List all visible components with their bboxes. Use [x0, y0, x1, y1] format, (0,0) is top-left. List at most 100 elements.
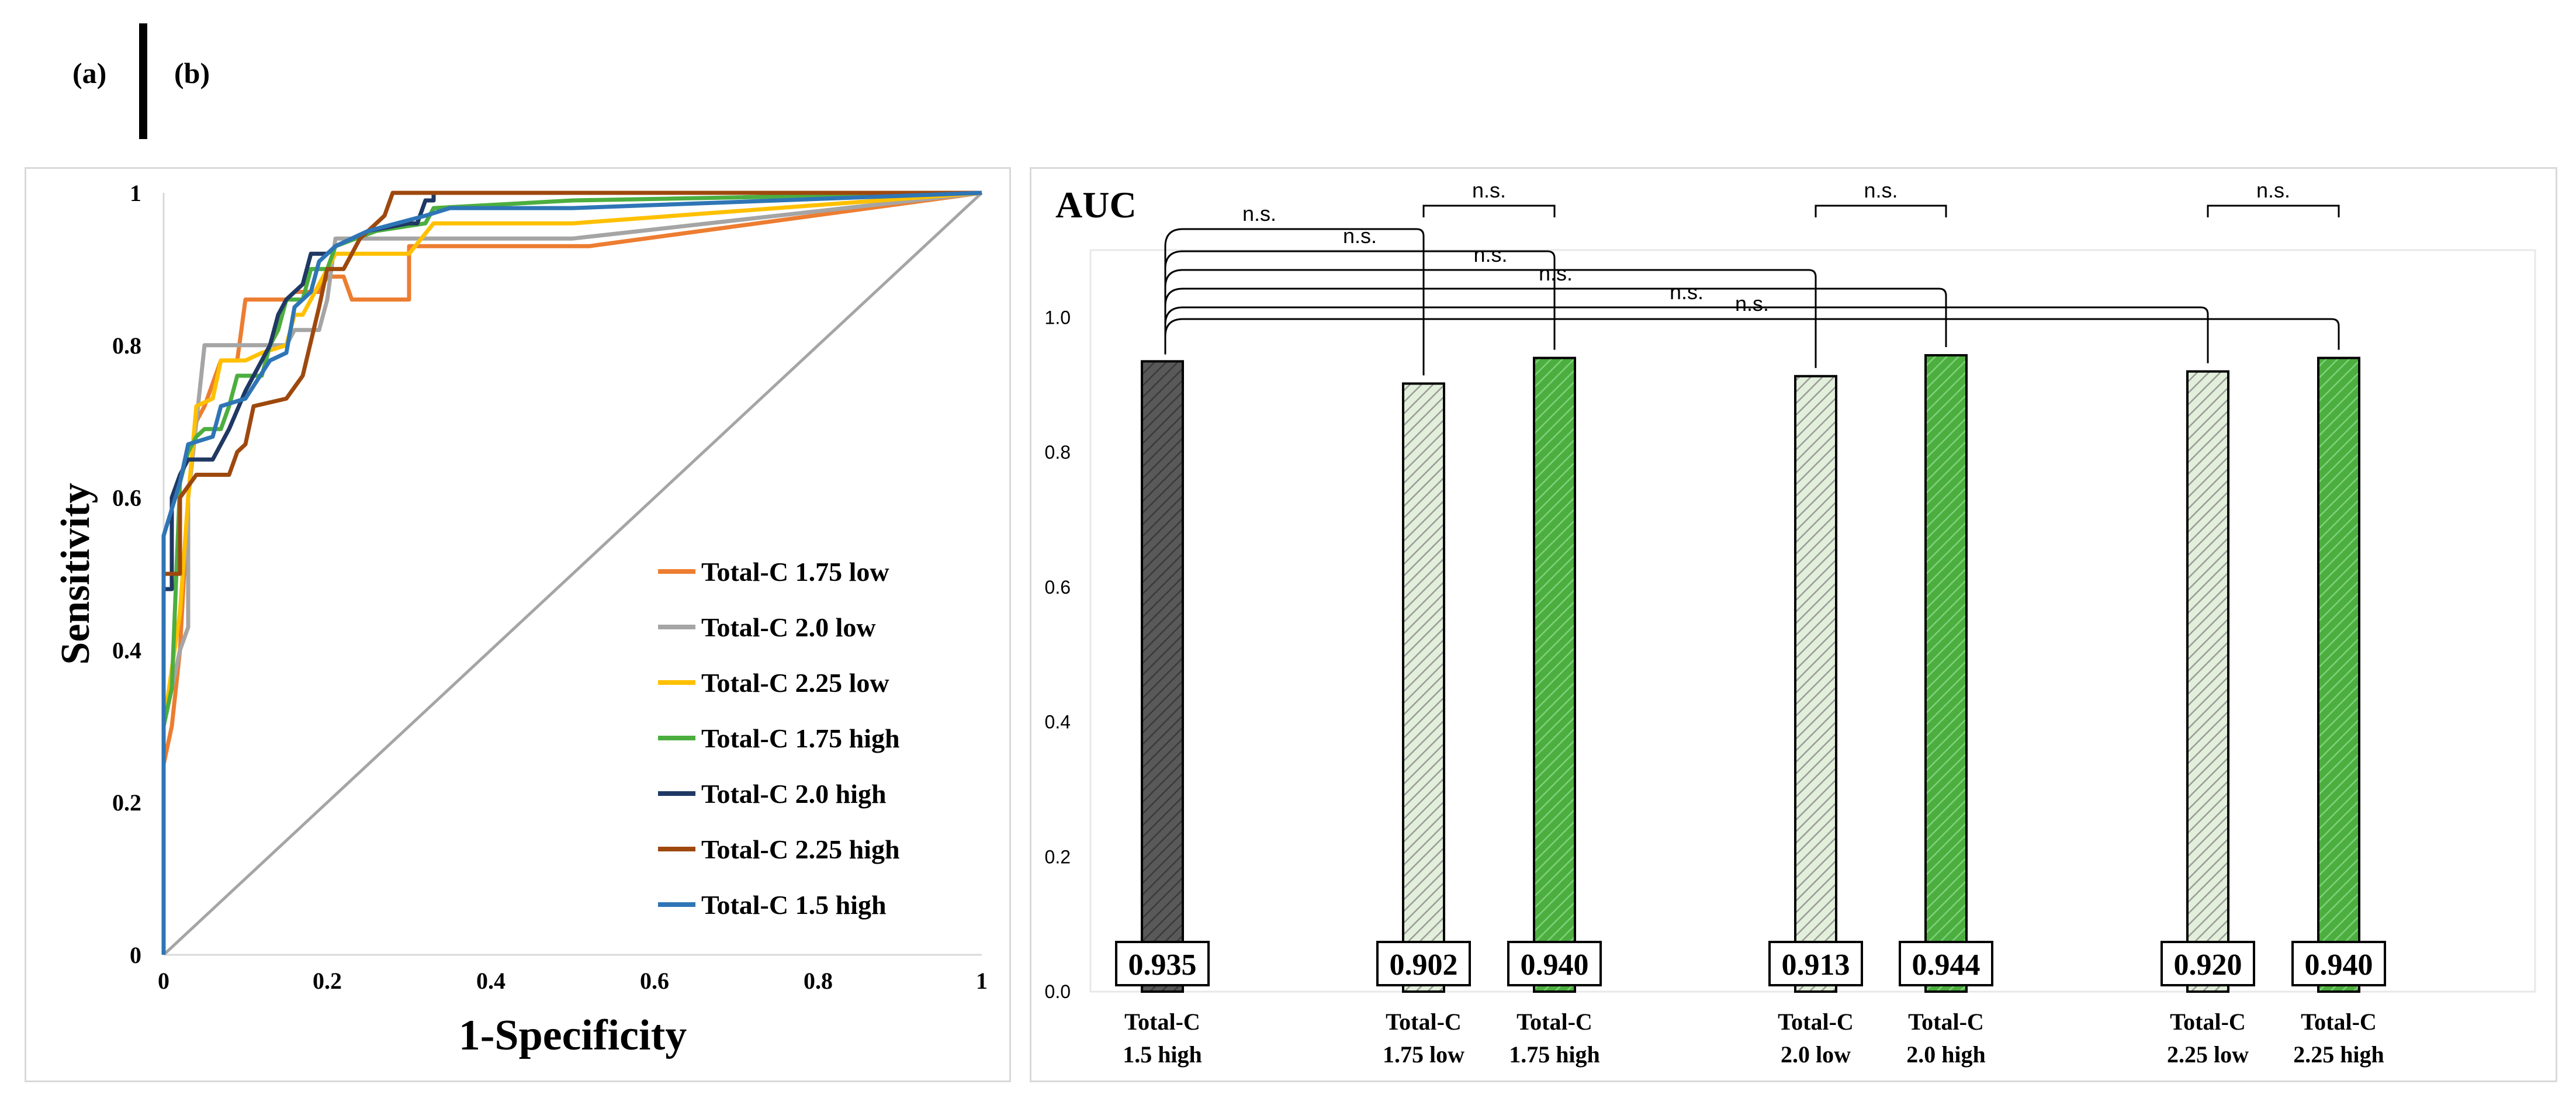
bracket-label: n.s.	[1539, 261, 1573, 285]
auc-value-box	[2160, 941, 2255, 986]
bracket-label: n.s.	[2256, 178, 2290, 202]
bracket-label: n.s.	[1472, 178, 1506, 202]
bracket-line	[2207, 205, 2340, 217]
auc-value-label: 0.940	[2305, 948, 2373, 982]
auc-y-tick-label: 0.4	[1045, 712, 1071, 733]
auc-category-label-line2: 2.25 low	[2167, 1041, 2249, 1068]
legend-label: Total-C 2.0 high	[701, 779, 887, 809]
auc-value-label: 0.935	[1128, 948, 1197, 982]
panel-label-b: (b)	[174, 57, 210, 89]
legend-label: Total-C 1.75 high	[701, 723, 900, 753]
significance-bracket: n.s.	[1164, 261, 1947, 355]
bracket-line	[1164, 318, 2340, 355]
significance-bracket: n.s.	[1164, 292, 2340, 355]
roc-x-axis-title: 1-Specificity	[459, 1012, 687, 1059]
legend-label: Total-C 1.5 high	[701, 890, 887, 920]
auc-category-label-line1: Total-C	[1908, 1009, 1984, 1035]
auc-bar	[1794, 375, 1837, 993]
auc-bars	[1141, 354, 2360, 993]
auc-category-label-line1: Total-C	[1124, 1009, 1200, 1035]
roc-y-tick-label: 0	[130, 942, 141, 968]
panel-divider	[139, 23, 147, 139]
auc-category-label-line2: 2.0 low	[1781, 1041, 1851, 1068]
legend-entry: Total-C 2.0 low	[658, 612, 876, 642]
bracket-line	[1164, 287, 1947, 355]
roc-series-lines	[161, 190, 982, 955]
auc-category-label-line1: Total-C	[2301, 1009, 2377, 1035]
roc-x-tick-label: 0.4	[476, 968, 505, 994]
roc-x-tick-label: 0.8	[804, 968, 833, 994]
significance-bracket: n.s.	[1164, 224, 1556, 355]
significance-bracket: n.s.	[1164, 243, 1817, 368]
auc-category-label-line2: 1.75 low	[1383, 1041, 1464, 1068]
significance-bracket: n.s.	[1815, 178, 1947, 217]
auc-value-box	[1768, 941, 1863, 986]
auc-category-label-line2: 1.75 high	[1509, 1041, 1600, 1068]
auc-category-label-line2: 1.5 high	[1123, 1041, 1202, 1068]
auc-title: AUC	[1055, 184, 1137, 226]
auc-y-ticks: 0.0 0.2 0.4 0.6 0.8 1.0	[1045, 307, 1071, 1002]
auc-category-label-line1: Total-C	[1516, 1009, 1592, 1035]
bracket-label: n.s.	[1864, 178, 1898, 202]
legend-entry: Total-C 2.25 high	[658, 834, 900, 864]
significance-bracket: n.s.	[1164, 202, 1425, 376]
legend-entry: Total-C 2.25 low	[658, 668, 889, 698]
roc-x-tick-label: 0.6	[640, 968, 669, 994]
auc-category-label-line2: 2.25 high	[2293, 1041, 2384, 1068]
bracket-line	[1164, 228, 1425, 376]
auc-value-label: 0.902	[1390, 948, 1458, 982]
bracket-label: n.s.	[1343, 224, 1377, 248]
roc-y-tick-label: 0.6	[112, 485, 141, 511]
significance-bracket: n.s.	[1164, 280, 2209, 363]
roc-y-ticks: 0 0.2 0.4 0.6 0.8 1	[112, 180, 141, 968]
roc-y-tick-label: 0.8	[112, 332, 141, 359]
significance-bracket: n.s.	[1422, 178, 1556, 217]
auc-y-tick-label: 1.0	[1045, 307, 1071, 328]
legend-label: Total-C 2.0 low	[701, 612, 876, 642]
auc-value-box	[2291, 941, 2386, 986]
roc-x-tick-label: 1	[976, 968, 988, 994]
roc-series-line-6	[161, 190, 982, 955]
auc-value-label: 0.940	[1521, 948, 1589, 982]
bracket-line	[1164, 306, 2209, 363]
roc-x-tick-label: 0.2	[313, 968, 342, 994]
roc-y-tick-label: 1	[130, 180, 141, 206]
auc-value-label: 0.944	[1912, 948, 1981, 982]
auc-value-label: 0.913	[1782, 948, 1850, 982]
auc-y-tick-label: 0.2	[1045, 846, 1071, 867]
bracket-line	[1422, 205, 1556, 217]
bracket-label: n.s.	[1670, 280, 1704, 304]
legend-label: Total-C 2.25 high	[701, 834, 900, 864]
panel-label-a: (a)	[72, 57, 107, 89]
auc-value-box	[1376, 941, 1471, 986]
auc-category-labels: Total-C 1.5 high Total-C 1.75 low Total-C 1.7…	[1123, 1009, 2384, 1068]
auc-value-box	[1507, 941, 1602, 986]
bracket-line	[1164, 269, 1817, 368]
auc-bar	[1924, 354, 1968, 993]
legend-entry: Total-C 2.0 high	[658, 779, 887, 809]
legend-label: Total-C 1.75 low	[701, 557, 889, 587]
auc-bar	[2317, 356, 2360, 993]
auc-significance-brackets: n.s. n.s. n.s. n.s. n.s. n.s. n.s. n.s. n.s.	[1164, 178, 2340, 376]
roc-x-tick-label: 0	[158, 968, 169, 994]
bracket-label: n.s.	[1473, 243, 1507, 266]
auc-category-label-line1: Total-C	[1778, 1009, 1854, 1035]
roc-diagonal	[162, 192, 983, 956]
auc-bar	[2186, 370, 2229, 993]
bracket-line	[1164, 250, 1556, 355]
roc-legend: Total-C 1.75 low Total-C 2.0 low Total-C 2…	[658, 557, 900, 920]
legend-entry: Total-C 1.75 high	[658, 723, 900, 753]
auc-value-label: 0.920	[2174, 948, 2242, 982]
auc-value-box	[1115, 941, 1210, 986]
legend-label: Total-C 2.25 low	[701, 668, 889, 698]
bracket-label: n.s.	[1735, 292, 1769, 316]
auc-value-labels: 0.935 0.902 0.940 0.913 0.944 0.920 0.940	[1115, 941, 2386, 986]
roc-x-ticks: 0 0.2 0.4 0.6 0.8 1	[158, 968, 988, 994]
auc-y-tick-label: 0.8	[1045, 442, 1071, 463]
bracket-line	[1815, 205, 1947, 217]
bracket-label: n.s.	[1242, 202, 1276, 226]
roc-y-tick-label: 0.4	[112, 637, 141, 663]
auc-bar	[1533, 356, 1576, 993]
auc-category-label-line1: Total-C	[1386, 1009, 1462, 1035]
